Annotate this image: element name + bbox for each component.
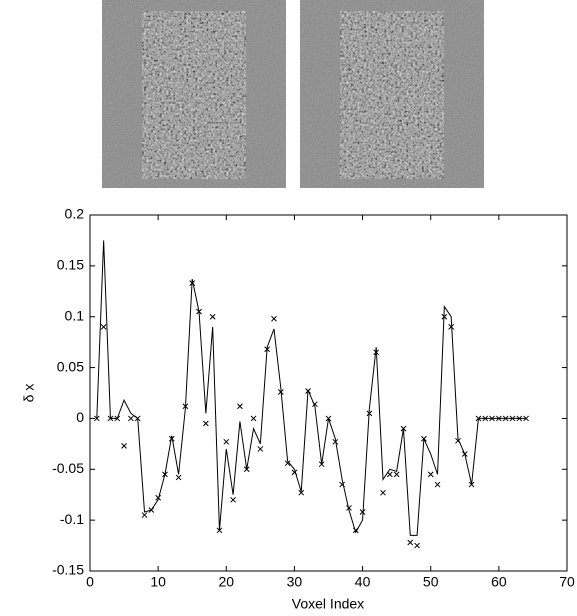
x-marker xyxy=(168,435,175,442)
x-marker xyxy=(277,389,284,395)
x-marker xyxy=(427,471,434,478)
x-marker xyxy=(346,505,352,511)
x-marker xyxy=(441,313,448,320)
x-marker xyxy=(93,415,100,422)
y-tick-label: 0.05 xyxy=(57,358,84,374)
x-marker xyxy=(482,415,489,422)
x-marker xyxy=(318,461,325,468)
x-marker xyxy=(509,415,516,422)
x-marker xyxy=(271,315,277,322)
x-marker xyxy=(243,466,250,473)
x-marker xyxy=(141,512,148,518)
x-marker xyxy=(380,489,386,496)
y-tick-label: 0.15 xyxy=(57,257,84,273)
y-tick-label: -0.05 xyxy=(52,460,84,476)
x-axis-label: Voxel Index xyxy=(292,596,364,612)
x-marker xyxy=(162,471,168,478)
x-marker xyxy=(339,481,345,488)
x-marker xyxy=(373,349,380,356)
x-marker xyxy=(461,451,468,457)
x-tick-label: 20 xyxy=(218,574,234,590)
x-marker xyxy=(359,509,366,515)
y-tick-label: 0.1 xyxy=(65,307,85,323)
x-marker xyxy=(434,481,441,488)
y-tick-label: -0.1 xyxy=(60,511,84,527)
x-marker xyxy=(264,346,271,353)
x-marker xyxy=(523,415,529,422)
x-marker xyxy=(257,446,264,452)
y-tick-label: -0.15 xyxy=(52,562,84,578)
brain-image-right xyxy=(300,0,484,188)
x-marker xyxy=(502,415,509,422)
x-tick-label: 30 xyxy=(287,574,303,590)
x-tick-label: 0 xyxy=(86,574,94,590)
x-marker xyxy=(202,420,209,427)
x-marker xyxy=(175,474,182,481)
y-axis-label: δ x xyxy=(21,384,37,403)
x-marker xyxy=(298,489,305,496)
y-tick-label: 0 xyxy=(76,409,84,425)
data-line xyxy=(96,240,527,536)
x-marker xyxy=(100,324,107,330)
x-marker xyxy=(230,496,236,503)
x-marker xyxy=(216,527,223,534)
x-marker xyxy=(489,415,495,422)
x-marker xyxy=(134,415,141,422)
x-marker xyxy=(312,401,318,408)
x-marker xyxy=(196,308,202,315)
x-marker xyxy=(325,415,332,422)
plot-frame xyxy=(89,214,568,572)
x-tick-label: 10 xyxy=(150,574,166,590)
x-tick-label: 70 xyxy=(559,574,575,590)
x-marker xyxy=(114,415,121,422)
x-marker xyxy=(128,415,134,422)
x-marker xyxy=(393,471,400,478)
x-marker xyxy=(237,403,243,410)
x-tick-label: 60 xyxy=(491,574,507,590)
x-marker xyxy=(148,507,155,513)
x-marker xyxy=(400,425,407,432)
y-tick-label: 0.2 xyxy=(65,206,85,222)
x-marker xyxy=(121,443,127,449)
x-marker xyxy=(305,388,311,394)
x-marker xyxy=(209,313,216,320)
x-marker xyxy=(516,415,523,422)
x-marker xyxy=(468,481,475,488)
x-marker xyxy=(250,415,257,422)
x-marker xyxy=(448,324,455,330)
x-marker xyxy=(107,415,114,422)
x-marker xyxy=(332,438,339,445)
x-marker xyxy=(496,415,502,422)
x-marker xyxy=(284,460,291,467)
x-marker xyxy=(155,494,161,501)
x-marker xyxy=(386,471,393,478)
x-marker xyxy=(475,415,482,422)
x-tick-label: 40 xyxy=(355,574,371,590)
x-marker xyxy=(421,435,427,442)
x-marker xyxy=(291,469,298,476)
x-marker xyxy=(455,437,461,444)
x-marker xyxy=(189,280,196,287)
brain-image-left xyxy=(102,0,286,188)
x-marker xyxy=(414,542,420,549)
x-tick-label: 50 xyxy=(423,574,439,590)
x-marker xyxy=(223,438,230,445)
x-marker xyxy=(182,403,189,410)
x-marker xyxy=(407,539,414,546)
x-marker xyxy=(352,527,359,534)
x-marker xyxy=(366,410,373,417)
